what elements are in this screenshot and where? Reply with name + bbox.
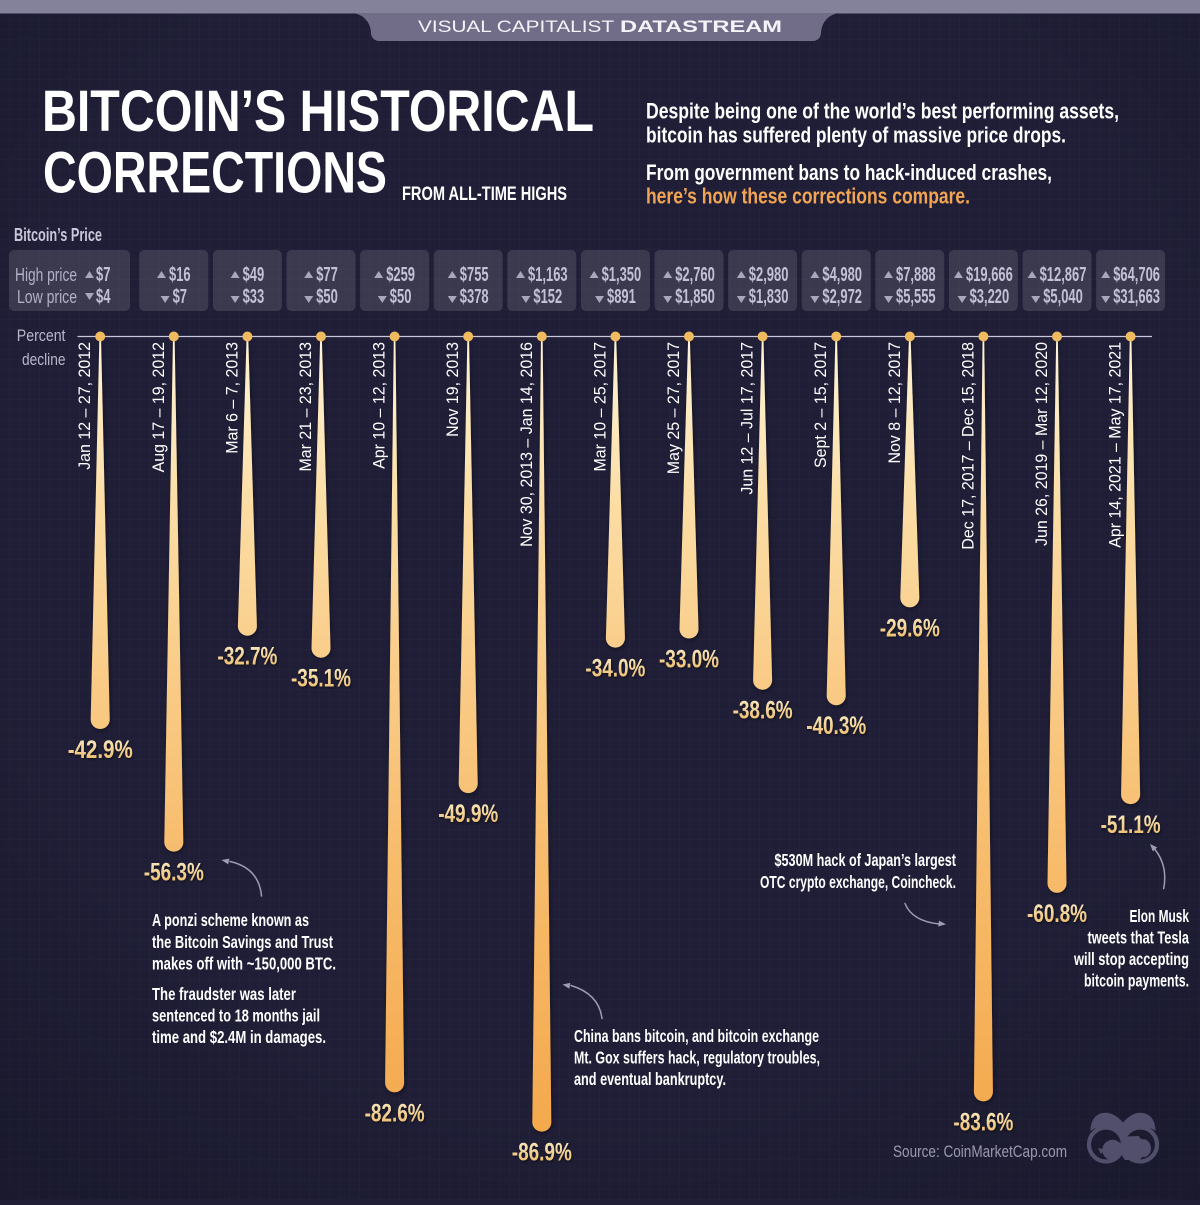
svg-text:Jun 12 – Jul 17, 2017: Jun 12 – Jul 17, 2017 <box>738 342 757 495</box>
svg-text:$152: $152 <box>533 286 562 308</box>
svg-text:$259: $259 <box>386 264 415 286</box>
svg-text:$2,972: $2,972 <box>822 286 862 308</box>
svg-text:time and $2.4M in damages.: time and $2.4M in damages. <box>152 1027 326 1047</box>
svg-text:$19,666: $19,666 <box>966 264 1013 286</box>
svg-text:CORRECTIONS: CORRECTIONS <box>43 141 387 206</box>
svg-text:$77: $77 <box>316 264 338 286</box>
svg-text:$530M hack of Japan’s largest: $530M hack of Japan’s largest <box>775 850 957 870</box>
svg-text:$7,888: $7,888 <box>896 264 936 286</box>
svg-text:May 25 – 27, 2017: May 25 – 27, 2017 <box>664 342 683 474</box>
svg-text:-86.9%: -86.9% <box>512 1139 572 1167</box>
svg-text:Nov 8 – 12, 2017: Nov 8 – 12, 2017 <box>885 342 904 464</box>
svg-text:$3,220: $3,220 <box>970 286 1010 308</box>
svg-text:-40.3%: -40.3% <box>806 712 866 740</box>
svg-text:-29.6%: -29.6% <box>880 614 940 642</box>
svg-text:$7: $7 <box>173 286 187 308</box>
svg-text:sentenced to 18 months jail: sentenced to 18 months jail <box>152 1006 320 1026</box>
svg-text:$33: $33 <box>243 286 265 308</box>
svg-text:-83.6%: -83.6% <box>953 1108 1013 1136</box>
svg-text:FROM ALL-TIME HIGHS: FROM ALL-TIME HIGHS <box>402 183 567 205</box>
svg-text:Apr 10 – 12, 2013: Apr 10 – 12, 2013 <box>370 342 389 469</box>
svg-text:$755: $755 <box>460 264 489 286</box>
svg-text:BITCOIN’S HISTORICAL: BITCOIN’S HISTORICAL <box>42 79 594 144</box>
svg-text:-32.7%: -32.7% <box>217 643 277 671</box>
svg-text:$1,830: $1,830 <box>749 286 789 308</box>
svg-text:will stop accepting: will stop accepting <box>1073 949 1189 969</box>
svg-text:$4,980: $4,980 <box>822 264 862 286</box>
svg-text:-42.9%: -42.9% <box>68 736 133 764</box>
svg-text:Nov 30, 2013 – Jan 14, 2016: Nov 30, 2013 – Jan 14, 2016 <box>517 342 536 547</box>
svg-text:Apr 14, 2021 – May 17, 2021: Apr 14, 2021 – May 17, 2021 <box>1106 342 1125 548</box>
svg-text:Low price: Low price <box>17 287 77 307</box>
svg-text:$50: $50 <box>316 286 338 308</box>
svg-text:bitcoin has suffered plenty of: bitcoin has suffered plenty of massive p… <box>646 123 1066 148</box>
svg-text:$5,040: $5,040 <box>1043 286 1083 308</box>
svg-text:Sept 2 – 15, 2017: Sept 2 – 15, 2017 <box>811 342 830 468</box>
svg-text:Nov 19, 2013: Nov 19, 2013 <box>443 342 462 437</box>
svg-text:$64,706: $64,706 <box>1113 264 1160 286</box>
svg-text:High price: High price <box>15 265 77 285</box>
svg-text:Aug 17 – 19, 2012: Aug 17 – 19, 2012 <box>149 342 168 472</box>
svg-text:Source: CoinMarketCap.com: Source: CoinMarketCap.com <box>893 1142 1067 1161</box>
svg-text:Mar 21 – 23, 2013: Mar 21 – 23, 2013 <box>296 342 315 472</box>
svg-text:-33.0%: -33.0% <box>659 646 719 674</box>
svg-text:$31,663: $31,663 <box>1113 286 1160 308</box>
svg-text:-35.1%: -35.1% <box>291 665 351 693</box>
svg-text:-56.3%: -56.3% <box>144 859 204 887</box>
svg-text:bitcoin payments.: bitcoin payments. <box>1084 971 1189 991</box>
svg-text:-82.6%: -82.6% <box>365 1099 425 1127</box>
svg-text:$16: $16 <box>169 264 191 286</box>
svg-text:Dec 17, 2017 – Dec 15, 2018: Dec 17, 2017 – Dec 15, 2018 <box>958 342 977 550</box>
svg-text:$5,555: $5,555 <box>896 286 936 308</box>
svg-text:-60.8%: -60.8% <box>1027 900 1087 928</box>
svg-text:the Bitcoin Savings and Trust: the Bitcoin Savings and Trust <box>152 932 333 952</box>
svg-text:Jan 12 – 27, 2012: Jan 12 – 27, 2012 <box>75 342 94 470</box>
svg-text:Bitcoin’s Price: Bitcoin’s Price <box>14 224 102 245</box>
svg-text:Mar 6 – 7, 2013: Mar 6 – 7, 2013 <box>222 342 241 454</box>
svg-text:tweets that Tesla: tweets that Tesla <box>1088 928 1190 948</box>
svg-text:$1,850: $1,850 <box>675 286 715 308</box>
svg-text:Jun 26, 2019 – Mar 12, 2020: Jun 26, 2019 – Mar 12, 2020 <box>1032 342 1051 546</box>
svg-text:$2,980: $2,980 <box>749 264 789 286</box>
svg-text:$2,760: $2,760 <box>675 264 715 286</box>
svg-text:Mar 10 – 25, 2017: Mar 10 – 25, 2017 <box>590 342 609 472</box>
svg-text:$4: $4 <box>96 286 111 308</box>
svg-text:$1,350: $1,350 <box>602 264 642 286</box>
svg-text:$12,867: $12,867 <box>1040 264 1087 286</box>
svg-text:DATASTREAM: DATASTREAM <box>620 17 782 36</box>
svg-text:China bans bitcoin, and bitcoi: China bans bitcoin, and bitcoin exchange <box>574 1026 819 1046</box>
svg-text:-51.1%: -51.1% <box>1101 811 1161 839</box>
svg-text:$378: $378 <box>460 286 489 308</box>
svg-text:$7: $7 <box>96 264 110 286</box>
svg-text:The fraudster was later: The fraudster was later <box>152 984 296 1004</box>
svg-text:here’s how these corrections c: here’s how these corrections compare. <box>646 184 970 209</box>
svg-text:Mt. Gox suffers hack, regulato: Mt. Gox suffers hack, regulatory trouble… <box>574 1048 820 1068</box>
svg-text:-34.0%: -34.0% <box>585 655 645 683</box>
svg-text:VISUAL CAPITALIST: VISUAL CAPITALIST <box>418 17 614 36</box>
svg-text:Despite being one of the world: Despite being one of the world’s best pe… <box>646 99 1119 124</box>
svg-text:A ponzi scheme known as: A ponzi scheme known as <box>152 910 309 930</box>
svg-text:$50: $50 <box>390 286 412 308</box>
svg-text:Elon Musk: Elon Musk <box>1130 906 1190 926</box>
svg-text:makes off with ~150,000 BTC.: makes off with ~150,000 BTC. <box>152 954 336 974</box>
svg-text:-49.9%: -49.9% <box>438 800 498 828</box>
svg-text:OTC crypto exchange, Coincheck: OTC crypto exchange, Coincheck. <box>760 872 956 892</box>
svg-text:$1,163: $1,163 <box>528 264 568 286</box>
svg-text:and eventual bankruptcy.: and eventual bankruptcy. <box>574 1069 726 1089</box>
svg-text:decline: decline <box>22 351 66 369</box>
svg-text:$49: $49 <box>243 264 265 286</box>
svg-text:-38.6%: -38.6% <box>733 697 793 725</box>
svg-text:Percent: Percent <box>17 327 66 345</box>
svg-text:From government bans to hack-i: From government bans to hack-induced cra… <box>646 160 1052 185</box>
svg-text:$891: $891 <box>607 286 636 308</box>
